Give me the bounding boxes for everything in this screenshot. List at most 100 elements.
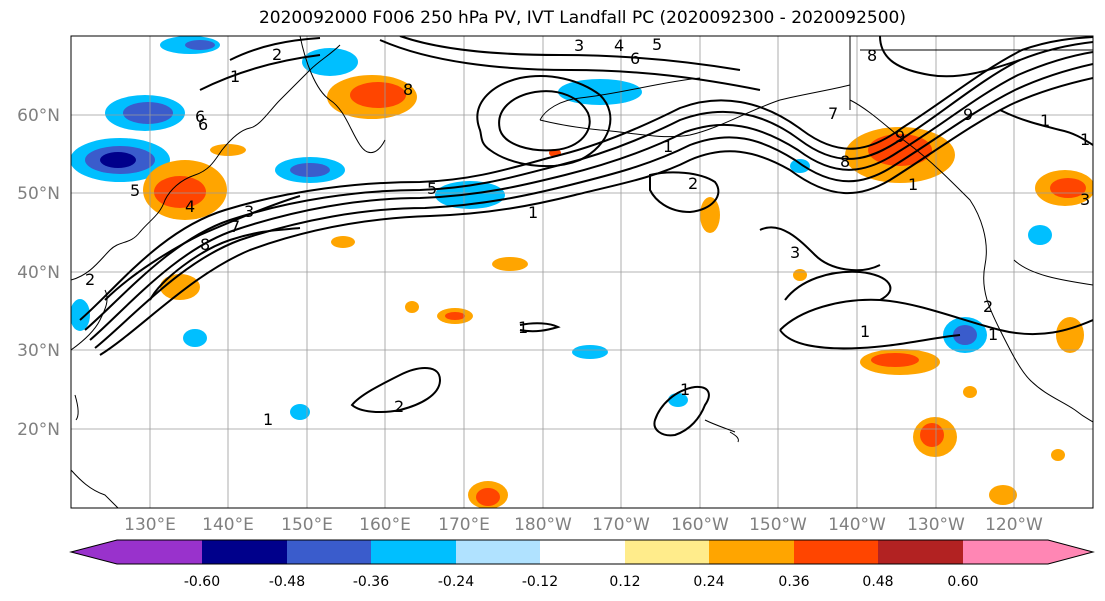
pv-blob — [871, 353, 919, 367]
colorbar-tick-label: 0.60 — [947, 574, 978, 590]
contour-label: 6 — [630, 49, 640, 68]
pv-blob — [160, 274, 200, 300]
colorbar-tick-label: 0.24 — [693, 574, 724, 590]
lat-label: 60°N — [17, 106, 60, 126]
colorbar-tick-label: 0.48 — [862, 574, 893, 590]
colorbar-cell — [71, 540, 202, 564]
pv-blob — [405, 301, 419, 313]
contour-label: 5 — [652, 35, 662, 54]
colorbar-cell — [371, 540, 456, 564]
contour-label: 3 — [1080, 190, 1090, 209]
pv-blob — [154, 176, 206, 208]
colorbar-tick-label: -0.60 — [184, 574, 220, 590]
colorbar-cell — [287, 540, 371, 564]
contour-label: 6 — [195, 107, 205, 126]
pv-blob — [558, 79, 642, 105]
lon-label: 170°W — [592, 515, 650, 535]
contour-label: 9 — [963, 105, 973, 124]
contour-label: 1 — [663, 137, 673, 156]
pv-blob — [492, 257, 528, 271]
colorbar: -0.60 -0.48 -0.36 -0.24 -0.12 0.12 0.24 … — [69, 539, 1095, 590]
pv-blob — [290, 404, 310, 420]
pv-blob — [350, 82, 406, 108]
contour-label: 4 — [185, 197, 195, 216]
colorbar-tick-label: -0.24 — [438, 574, 474, 590]
colorbar-tick-label: -0.48 — [269, 574, 305, 590]
contour-label: 1 — [680, 380, 690, 399]
contour-label: 1 — [518, 318, 528, 337]
contour-label: 3 — [574, 36, 584, 55]
contour-label: 8 — [403, 80, 413, 99]
lon-label: 130°W — [907, 515, 965, 535]
pv-blob — [989, 485, 1017, 505]
lon-label: 150°E — [281, 515, 333, 535]
colorbar-tick-label: -0.36 — [353, 574, 389, 590]
pv-blob — [100, 152, 136, 168]
colorbar-cell — [794, 540, 878, 564]
colorbar-outline — [69, 539, 1095, 565]
lon-label: 150°W — [749, 515, 807, 535]
contour-label: 8 — [840, 152, 850, 171]
pv-blob — [183, 329, 207, 347]
lat-label: 50°N — [17, 184, 60, 204]
pv-blob — [1056, 317, 1084, 353]
pv-blob — [953, 325, 977, 345]
chart-title: 2020092000 F006 250 hPa PV, IVT Landfall… — [258, 8, 906, 28]
contour-label: 3 — [244, 202, 254, 221]
lat-label: 30°N — [17, 341, 60, 361]
lat-label: 20°N — [17, 420, 60, 440]
pv-blob — [1028, 225, 1052, 245]
contour-label: 1 — [1080, 130, 1090, 149]
colorbar-cell — [202, 540, 287, 564]
colorbar-cell — [878, 540, 963, 564]
colorbar-cell — [709, 540, 794, 564]
lon-label: 160°E — [359, 515, 411, 535]
contour-label: 2 — [85, 270, 95, 289]
contour-label: 3 — [790, 243, 800, 262]
pv-blob — [1051, 449, 1065, 461]
colorbar-tick-label: -0.12 — [522, 574, 558, 590]
pv-blob — [793, 269, 807, 281]
pv-blob — [572, 345, 608, 359]
contour-label: 5 — [130, 181, 140, 200]
pv-blob — [290, 163, 330, 177]
pv-blob — [123, 102, 173, 124]
contour-label: 4 — [614, 36, 624, 55]
pv-blob — [790, 159, 810, 173]
contour-label: 1 — [860, 322, 870, 341]
lon-label: 140°W — [828, 515, 886, 535]
contour-label: 8 — [200, 235, 210, 254]
colorbar-cell — [963, 540, 1093, 564]
contour-labels: 3 4 5 6 8 7 8 6 1 2 8 9 1 5 1 2 3 2 1 8 … — [85, 35, 1090, 429]
contours — [79, 36, 1093, 437]
pv-blob — [331, 236, 355, 248]
contour-label: 1 — [230, 67, 240, 86]
coastlines — [71, 36, 1093, 508]
contour-label: 2 — [394, 397, 404, 416]
map-border — [70, 35, 1094, 509]
lon-label: 140°E — [202, 515, 254, 535]
pv-blob — [963, 386, 977, 398]
lon-label: 120°W — [985, 515, 1043, 535]
contour-label: 5 — [427, 179, 437, 198]
colorbar-cell — [456, 540, 540, 564]
contour-label: 1 — [908, 175, 918, 194]
contour-label: 7 — [828, 104, 838, 123]
pv-blob — [445, 312, 465, 320]
contour-label: 6 — [198, 115, 208, 134]
lon-label: 160°W — [671, 515, 729, 535]
lon-axis: 130°E 140°E 150°E 160°E 170°E 180°W 170°… — [124, 515, 1043, 535]
pv-blob — [700, 197, 720, 233]
colorbar-cell — [540, 540, 625, 564]
contour-label: 1 — [1040, 111, 1050, 130]
contour-label: 9 — [895, 127, 905, 146]
contour-label: 1 — [263, 410, 273, 429]
lon-label: 180°W — [514, 515, 572, 535]
lon-label: 130°E — [124, 515, 176, 535]
colorbar-tick-label: 0.12 — [609, 574, 640, 590]
map-content: 3 4 5 6 8 7 8 6 1 2 8 9 1 5 1 2 3 2 1 8 … — [71, 35, 1093, 508]
pv-blob — [476, 488, 500, 506]
contour-label: 2 — [983, 297, 993, 316]
colorbar-tick-label: 0.36 — [778, 574, 809, 590]
